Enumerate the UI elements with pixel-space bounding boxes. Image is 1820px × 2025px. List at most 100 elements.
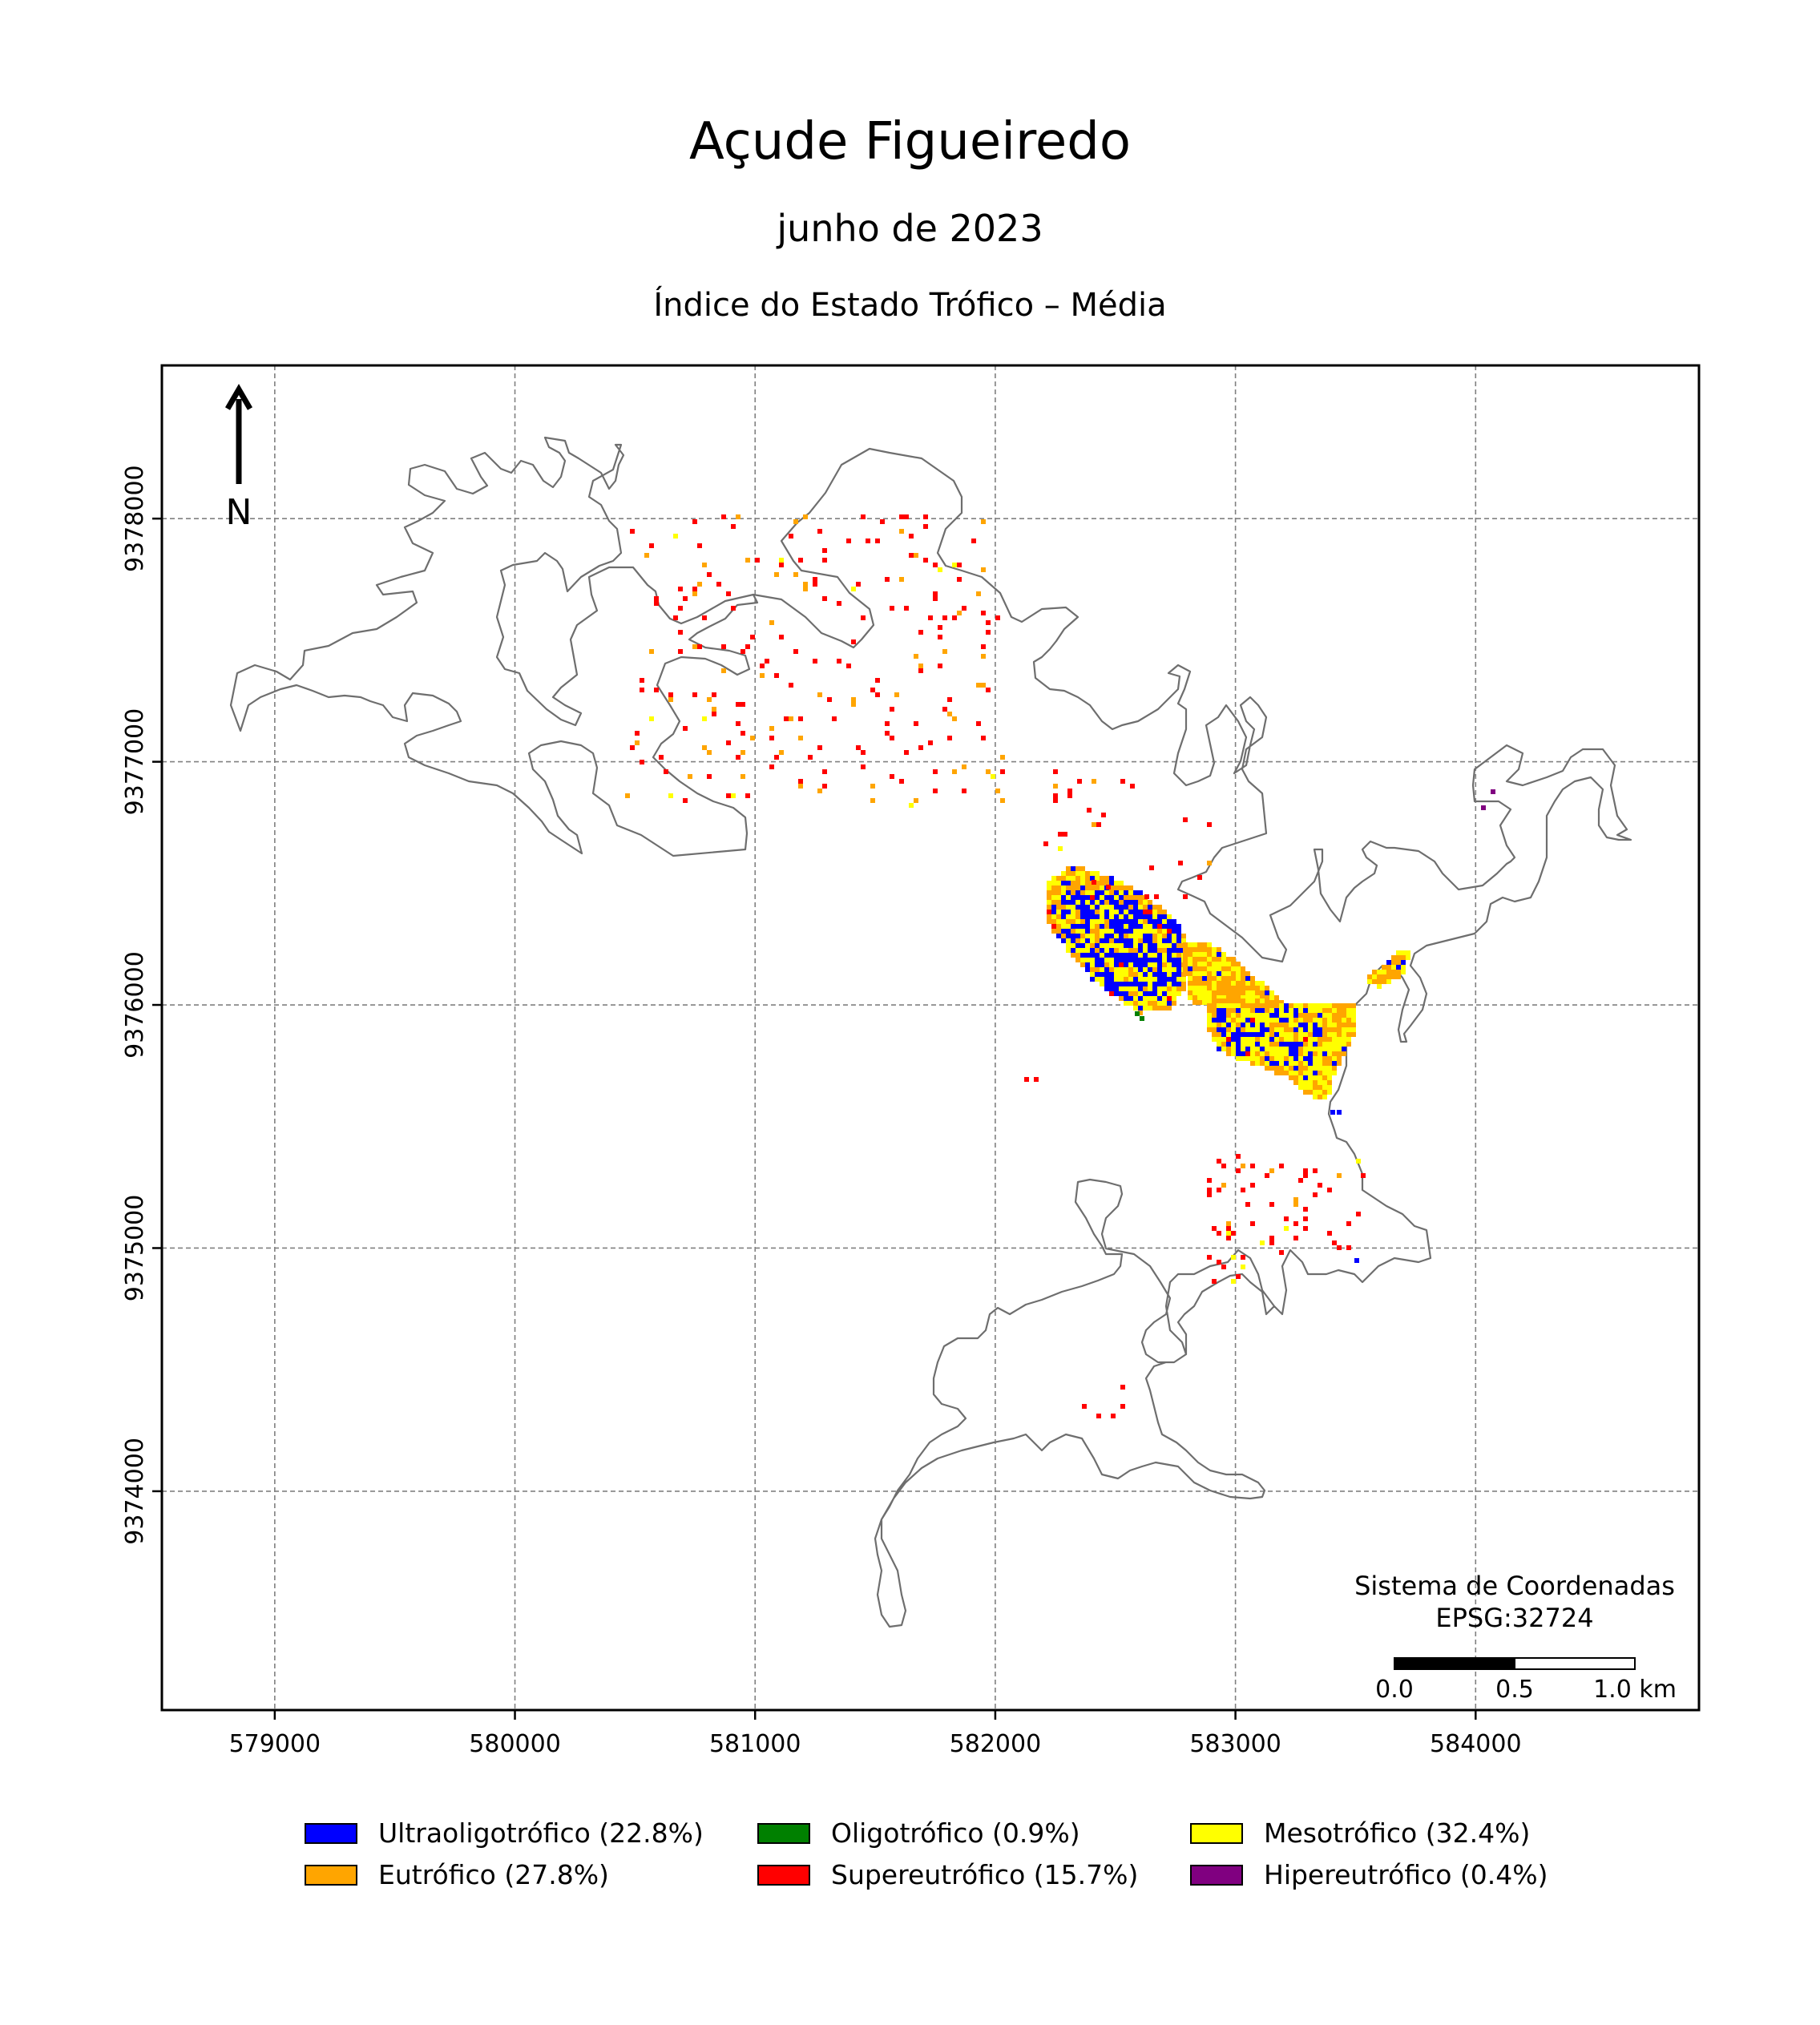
raster-cell (769, 726, 774, 731)
raster-cell (1124, 953, 1128, 958)
raster-cell (784, 716, 789, 721)
raster-cell (1124, 948, 1128, 953)
raster-cell (1308, 1071, 1313, 1075)
raster-cell (1274, 1018, 1279, 1023)
raster-cell (822, 558, 827, 563)
raster-cell (1120, 779, 1125, 784)
raster-cell (1303, 1066, 1308, 1071)
raster-cell (1066, 905, 1071, 910)
raster-cell (1133, 943, 1138, 948)
raster-cell (1274, 1047, 1279, 1051)
raster-cell (1133, 991, 1138, 996)
raster-cell (1124, 895, 1128, 900)
raster-cell (673, 615, 678, 620)
raster-cell (1308, 1013, 1313, 1018)
raster-cell (1096, 822, 1101, 827)
raster-cell (1176, 991, 1181, 996)
raster-cell (1289, 1037, 1293, 1042)
raster-cell (1231, 971, 1236, 976)
raster-cell (1231, 995, 1236, 1000)
raster-cell (1260, 1032, 1265, 1037)
legend-item-eutrofico: Eutrófico (27.8%) (305, 1859, 609, 1890)
raster-cell (1051, 900, 1056, 905)
raster-cell (1119, 914, 1124, 919)
raster-cell (1162, 943, 1167, 948)
raster-cell (1391, 965, 1396, 970)
raster-cell (1188, 995, 1192, 1000)
raster-cell (1071, 895, 1075, 900)
raster-cell (1255, 1018, 1260, 1023)
raster-cell (1100, 919, 1104, 924)
raster-cell (1109, 910, 1114, 914)
raster-cell (1109, 890, 1114, 895)
raster-cell (1071, 876, 1075, 881)
raster-cell (678, 587, 683, 591)
raster-cell (1231, 1023, 1236, 1027)
raster-cell (1124, 919, 1128, 924)
raster-cell (918, 668, 923, 673)
raster-cell (1063, 832, 1067, 837)
raster-cell (1308, 1003, 1313, 1008)
raster-cell (1351, 1027, 1356, 1032)
raster-cell (1066, 876, 1071, 881)
x-tick-label: 580000 (469, 1730, 561, 1758)
raster-cell (1143, 1006, 1148, 1010)
raster-cell (1114, 953, 1119, 958)
raster-cell (1188, 990, 1192, 995)
raster-cell (1293, 1018, 1298, 1023)
raster-cell (1047, 885, 1051, 890)
raster-cell (1226, 1042, 1231, 1047)
raster-cell (1061, 914, 1066, 919)
raster-cell (1095, 895, 1100, 900)
raster-cell (741, 731, 745, 736)
raster-cell (899, 529, 904, 534)
raster-cell (1080, 905, 1085, 910)
raster-cell (1396, 950, 1401, 955)
y-tick-label: 9377000 (121, 708, 149, 816)
raster-cell (1377, 970, 1382, 974)
raster-cell (1138, 914, 1143, 919)
raster-cell (1236, 1051, 1241, 1056)
raster-cell (1162, 910, 1167, 914)
raster-cell (1119, 991, 1124, 996)
raster-cell (1167, 972, 1172, 977)
raster-cell (1075, 948, 1080, 953)
raster-cell (1090, 914, 1095, 919)
raster-cell (683, 798, 688, 803)
raster-cell (1080, 876, 1085, 881)
raster-cell (1100, 890, 1104, 895)
raster-cell (1298, 1066, 1303, 1071)
raster-cell (1128, 934, 1133, 938)
trophic-index-raster (625, 514, 1495, 1418)
raster-cell (1100, 876, 1104, 881)
raster-cell (1322, 1027, 1327, 1032)
raster-cell (1354, 1258, 1359, 1263)
raster-cell (1053, 769, 1058, 774)
raster-cell (1207, 962, 1212, 966)
raster-cell (1217, 1023, 1221, 1027)
raster-cell (1279, 1023, 1284, 1027)
raster-cell (1274, 1061, 1279, 1066)
raster-cell (779, 635, 784, 639)
raster-cell (1303, 1008, 1308, 1013)
raster-cell (1071, 890, 1075, 895)
raster-cell (1279, 1066, 1284, 1071)
raster-cell (1221, 998, 1226, 1003)
raster-cell (750, 635, 755, 639)
raster-cell (731, 606, 736, 611)
raster-cell (1047, 919, 1051, 924)
raster-cell (736, 702, 741, 707)
raster-cell (1133, 967, 1138, 972)
raster-cell (1095, 871, 1100, 876)
raster-cell (1188, 957, 1192, 962)
raster-cell (1071, 953, 1075, 958)
raster-cell (1231, 1051, 1236, 1056)
raster-cell (1092, 822, 1096, 827)
raster-cell (1342, 1018, 1346, 1023)
raster-cell (1104, 982, 1109, 986)
raster-cell (909, 803, 914, 808)
raster-cell (914, 721, 918, 726)
raster-cell (1207, 1192, 1212, 1197)
raster-cell (1231, 1008, 1236, 1013)
raster-cell (1114, 890, 1119, 895)
